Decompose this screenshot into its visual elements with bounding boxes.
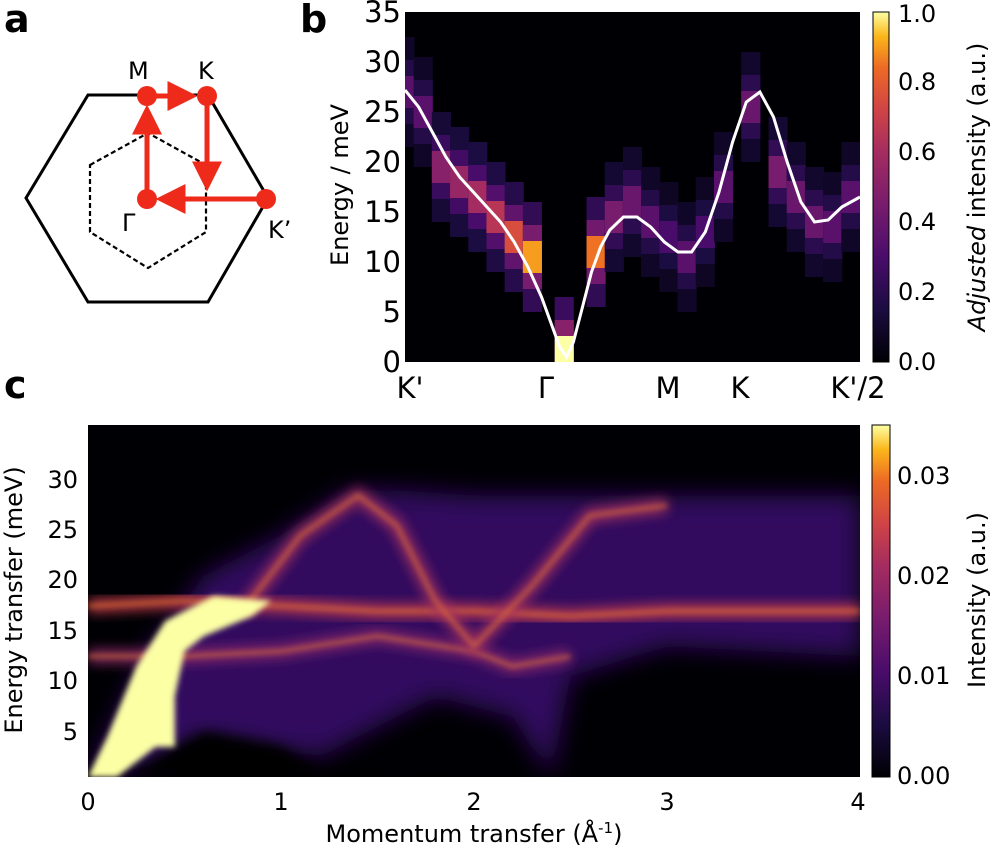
label-kprime: K’ bbox=[268, 216, 291, 244]
b-ytick-0: 0 bbox=[383, 345, 401, 379]
b-ytick-10: 10 bbox=[364, 245, 401, 279]
b-intensity-col-10-layer-2 bbox=[604, 201, 624, 233]
panel-b: b 0 5 10 15 20 25 30 35 Energy / meV K' … bbox=[300, 0, 991, 405]
c-ytick-5: 5 bbox=[63, 718, 78, 746]
c-xlabel-end: ) bbox=[613, 820, 622, 848]
b-intensity-col-2-layer-2 bbox=[431, 151, 451, 183]
b-intensity-col-11-layer-2 bbox=[622, 186, 643, 218]
c-ytick-30: 30 bbox=[47, 466, 78, 494]
b-ytick-35: 35 bbox=[364, 0, 401, 29]
c-ytick-15: 15 bbox=[47, 617, 78, 645]
panel-c: c 5 10 15 20 25 30 Energy transfer (meV)… bbox=[0, 363, 991, 848]
c-xtick-2: 2 bbox=[466, 788, 481, 816]
b-xtick-k: K bbox=[730, 371, 750, 405]
b-intensity-col-6-layer-2 bbox=[504, 221, 524, 253]
panel-c-xlabel: Momentum transfer (Å-1) bbox=[326, 819, 623, 848]
panel-c-y-axis: 5 10 15 20 25 30 bbox=[47, 466, 78, 746]
b-cbar-tick-1: 0.2 bbox=[898, 278, 936, 306]
panel-b-y-axis: 0 5 10 15 20 25 30 35 bbox=[364, 0, 401, 379]
b-ytick-5: 5 bbox=[383, 295, 401, 329]
c-low-energy-gap bbox=[126, 731, 532, 777]
c-ytick-10: 10 bbox=[47, 667, 78, 695]
panel-b-colorbar-label: Adjusted intensity (a.u.) bbox=[963, 43, 991, 334]
c-xtick-4: 4 bbox=[850, 788, 865, 816]
b-intensity-col-0-layer-2 bbox=[405, 76, 415, 108]
path-arrows bbox=[132, 81, 266, 214]
b-xtick-kprime: K' bbox=[397, 371, 424, 405]
b-cbar-tick-2: 0.4 bbox=[898, 208, 936, 236]
panel-b-label: b bbox=[300, 0, 327, 41]
panel-c-label: c bbox=[4, 363, 27, 407]
b-intensity-col-18-layer-2 bbox=[768, 156, 788, 188]
panel-a-label: a bbox=[4, 0, 30, 41]
b-cbar-label-rest: intensity (a.u.) bbox=[963, 43, 991, 226]
b-intensity-col-13-layer-2 bbox=[659, 221, 679, 253]
b-intensity-col-7-layer-2 bbox=[522, 241, 542, 273]
b-ytick-25: 25 bbox=[364, 95, 401, 129]
b-ytick-15: 15 bbox=[364, 195, 401, 229]
b-ytick-30: 30 bbox=[364, 45, 401, 79]
label-k: K bbox=[198, 57, 215, 85]
panel-b-colorbar bbox=[872, 11, 890, 363]
c-xtick-1: 1 bbox=[273, 788, 288, 816]
b-cbar-label-italic: Adjusted bbox=[963, 225, 991, 333]
panel-b-x-axis: K' Γ M K K'/2 bbox=[397, 371, 886, 405]
label-m: M bbox=[128, 57, 149, 85]
point-k-dot bbox=[197, 86, 217, 106]
panel-c-colorbar-label: Intensity (a.u.) bbox=[963, 512, 991, 688]
panel-c-ylabel: Energy transfer (meV) bbox=[0, 466, 28, 733]
panel-c-intensity-map bbox=[88, 486, 860, 777]
panel-b-ylabel: Energy / meV bbox=[326, 103, 354, 266]
panel-a: a M K Γ K’ bbox=[4, 0, 291, 304]
point-gamma-dot bbox=[137, 189, 157, 209]
panel-b-dispersion-curve bbox=[405, 89, 860, 361]
label-gamma: Γ bbox=[122, 209, 136, 237]
b-intensity-col-1-layer-2 bbox=[413, 96, 433, 128]
c-cbar-tick-0: 0.00 bbox=[897, 762, 950, 790]
point-m-dot bbox=[137, 86, 157, 106]
c-cbar-tick-1: 0.01 bbox=[897, 662, 950, 690]
b-xtick-kprime-half: K'/2 bbox=[830, 371, 885, 405]
c-xtick-3: 3 bbox=[659, 788, 674, 816]
c-xlabel-sup: -1 bbox=[598, 819, 613, 837]
b-intensity-col-19-layer-2 bbox=[786, 181, 806, 213]
c-xtick-0: 0 bbox=[80, 788, 95, 816]
panel-c-colorbar bbox=[871, 424, 891, 778]
c-cbar-tick-3: 0.03 bbox=[897, 462, 950, 490]
c-band-top-dome bbox=[241, 493, 668, 649]
panel-c-colorbar-ticks: 0.00 0.01 0.02 0.03 bbox=[897, 462, 950, 790]
b-intensity-col-12-layer-2 bbox=[641, 206, 661, 238]
b-intensity-col-17-layer-2 bbox=[741, 91, 761, 123]
b-cbar-tick-4: 0.8 bbox=[898, 68, 936, 96]
b-cbar-tick-0: 0.0 bbox=[898, 348, 936, 376]
c-ytick-20: 20 bbox=[47, 566, 78, 594]
b-intensity-col-14-layer-2 bbox=[677, 241, 697, 273]
b-xtick-gamma: Γ bbox=[538, 371, 554, 405]
c-ytick-25: 25 bbox=[47, 516, 78, 544]
c-cbar-tick-2: 0.02 bbox=[897, 562, 950, 590]
b-cbar-tick-3: 0.6 bbox=[898, 138, 936, 166]
b-intensity-col-3-layer-2 bbox=[450, 166, 470, 198]
b-cbar-tick-5: 1.0 bbox=[898, 0, 936, 28]
c-band-mid-12meV bbox=[88, 634, 571, 668]
panel-b-colorbar-ticks: 0.0 0.2 0.4 0.6 0.8 1.0 bbox=[898, 0, 936, 376]
c-xlabel-main: Momentum transfer (Å bbox=[326, 819, 599, 848]
b-ytick-20: 20 bbox=[364, 145, 401, 179]
point-kprime-dot bbox=[256, 189, 276, 209]
panel-c-x-axis: 0 1 2 3 4 bbox=[80, 788, 865, 816]
b-xtick-m: M bbox=[655, 371, 680, 405]
c-saturated-region bbox=[88, 595, 272, 777]
